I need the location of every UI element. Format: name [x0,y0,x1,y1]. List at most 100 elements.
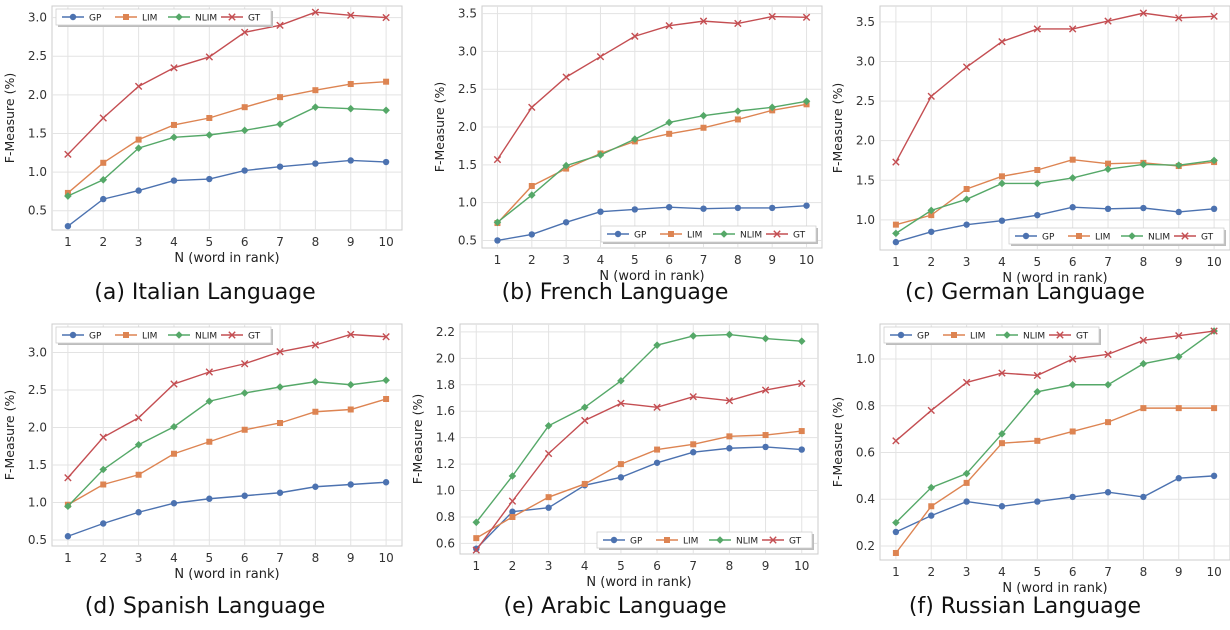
data-point [761,386,770,394]
x-tick-label: 7 [689,559,697,573]
data-point [892,528,900,536]
data-point [1104,489,1112,496]
data-point [64,150,72,158]
data-point [1210,327,1218,335]
data-point [312,408,319,415]
data-point [734,107,742,115]
data-point [276,120,284,128]
data-point [690,449,697,456]
data-point [276,383,284,391]
data-point [311,8,320,16]
data-point [99,114,107,122]
x-tick-label: 3 [963,565,971,579]
x-tick-label: 10 [1206,255,1221,269]
x-axis-label: N (word in rank) [174,567,279,582]
data-point [528,182,535,189]
legend-label: GP [89,14,102,24]
data-point [170,422,178,431]
legend-label: GP [89,332,102,342]
data-point [1033,25,1042,33]
x-tick-label: 5 [1034,565,1042,579]
legend-label: NLIM [740,231,762,241]
y-axis-label: F-Measure (%) [432,82,447,172]
y-axis-label: F-Measure (%) [410,394,425,484]
y-tick-label: 2.2 [436,325,455,339]
x-tick-label: 4 [581,559,589,573]
x-tick-label: 9 [1175,565,1183,579]
data-point [562,73,570,81]
data-point [1033,179,1042,188]
data-point [665,203,673,211]
data-point [347,157,354,164]
legend-marker [69,13,77,21]
data-point [798,428,805,435]
data-point [1139,336,1148,345]
data-point [241,426,248,433]
data-point [892,518,900,527]
data-point [963,498,970,505]
legend-marker [228,13,236,21]
y-axis-label: F-Measure (%) [830,397,845,487]
series-line-gp [67,159,387,227]
series-line-gp [497,204,807,242]
series-line-lim [67,398,387,506]
x-tick-label: 5 [1034,255,1042,269]
data-point [631,135,639,143]
x-tick-label: 3 [963,255,971,269]
data-point [100,195,107,203]
y-tick-label: 3.5 [458,7,477,21]
data-point [654,446,661,453]
data-point [725,330,734,339]
legend-label: GP [1042,233,1055,243]
data-point [927,92,935,101]
data-point [240,28,249,36]
data-point [596,52,605,61]
data-point [99,175,108,184]
legend-label: GP [634,231,647,241]
data-point [170,64,178,72]
data-point [734,204,742,212]
data-point [962,63,971,71]
x-tick-label: 3 [135,551,143,565]
data-point [472,518,481,527]
data-point [928,512,935,519]
data-point [699,111,708,120]
chart-caption: (b) French Language [501,280,729,305]
legend-marker [1076,233,1082,239]
data-point [768,103,777,112]
x-axis-label: N (word in rank) [174,251,279,266]
legend-marker [951,332,957,338]
data-point [1069,204,1076,211]
data-point [998,173,1005,180]
x-tick-label: 5 [631,253,639,267]
data-point [1034,498,1041,505]
data-point [347,81,354,88]
data-point [1139,359,1148,368]
series-points-lim [892,405,1218,556]
data-point [544,421,553,430]
data-point [666,130,673,137]
series-points-nlim [64,376,390,511]
series-line-gt [475,382,802,551]
data-point [382,13,390,22]
legend-marker [123,332,129,338]
data-point [928,503,935,510]
x-axis-label: N (word in rank) [586,575,691,590]
data-point [240,360,249,368]
data-point [170,177,178,184]
data-point [135,471,142,478]
series-points-gp [892,204,1218,246]
data-point [170,380,178,388]
data-point [134,414,143,422]
y-tick-label: 0.5 [28,533,47,547]
series-points-gt [64,8,390,158]
data-point [347,406,354,413]
y-tick-label: 2.0 [28,88,47,102]
data-point [276,21,284,30]
series-line-lim [67,80,387,194]
x-tick-label: 10 [794,559,809,573]
data-point [100,159,107,166]
data-point [472,546,480,554]
legend: GP LIM NLIM GT [596,531,814,550]
data-point [699,17,708,25]
